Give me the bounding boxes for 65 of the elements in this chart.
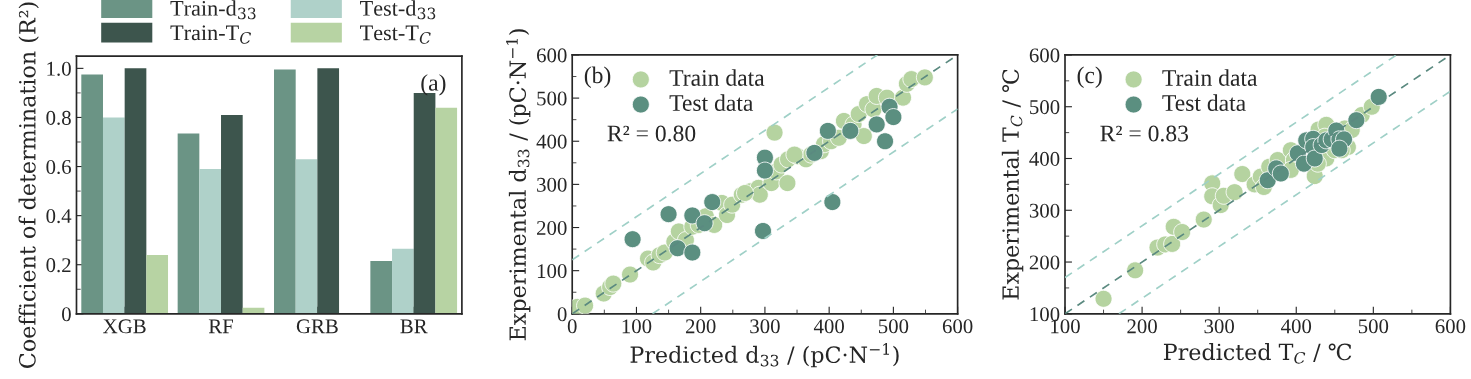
x-tick-label: 300	[1204, 319, 1234, 334]
bar	[295, 159, 318, 314]
bar	[317, 68, 340, 314]
y-tick-label: 600	[537, 48, 567, 63]
y-tick-label: 0.2	[46, 258, 71, 273]
y-tick-label: 300	[537, 177, 567, 192]
y-tick-label: 0.4	[46, 209, 72, 224]
legend-label: Train data	[1162, 69, 1258, 86]
y-tick-label: 500	[1030, 100, 1060, 115]
y-tick-label: 200	[1029, 255, 1060, 270]
y-tick-label: 1.0	[47, 61, 71, 76]
x-tick-label: 200	[1127, 319, 1157, 334]
bar	[102, 117, 125, 314]
y-tick-label: 0	[557, 307, 567, 322]
y-axis-title: Coefficient of determination (R²)	[18, 2, 39, 368]
legend-label: Train data	[669, 69, 765, 86]
y-tick-label: 300	[1029, 203, 1060, 218]
x-tick-label: 200	[685, 319, 716, 334]
x-tick-label: 500	[878, 319, 909, 334]
y-tick-label: 100	[537, 264, 567, 279]
y-tick-label: 600	[1029, 48, 1060, 63]
annotation: (a)	[421, 74, 446, 96]
y-tick-label: 500	[537, 91, 567, 106]
y-tick-label: 0	[62, 307, 71, 322]
x-tick-label: 400	[813, 319, 844, 334]
x-tick-label: 400	[1281, 319, 1312, 334]
x-axis-title: Predicted T$_{C}$ / ℃	[1163, 343, 1352, 364]
bar	[81, 74, 103, 314]
bar	[274, 69, 296, 314]
legend-label: Test data	[669, 94, 754, 111]
bar	[370, 261, 393, 314]
y-tick-label: 0.6	[46, 159, 72, 175]
x-tick-label: RF	[208, 319, 234, 334]
bar	[146, 254, 169, 314]
y-tick-label: 400	[536, 134, 567, 149]
bar	[392, 248, 414, 314]
bar	[199, 169, 222, 314]
x-tick-label: 300	[750, 319, 780, 334]
y-tick-label: 0.8	[46, 110, 71, 125]
y-axis-title: Experimental T$_{C}$ / ℃	[1001, 69, 1024, 300]
legend-label: Test data	[1162, 94, 1246, 111]
bar	[435, 107, 458, 314]
annotation: (b)	[584, 66, 611, 89]
annotation: (c)	[1077, 66, 1102, 89]
x-tick-label: 600	[1435, 319, 1466, 334]
legend-label: Test-T$_{C}$	[360, 25, 431, 44]
legend-label: Train-d$_{33}$	[170, 0, 256, 20]
legend-label: Train-T$_{C}$	[170, 25, 251, 44]
x-tick-label: 600	[942, 319, 973, 334]
x-tick-label: 0	[567, 319, 577, 334]
legend-label: Test-d$_{33}$	[360, 0, 436, 20]
y-tick-label: 400	[1029, 151, 1060, 166]
x-tick-label: 100	[622, 319, 652, 334]
bar	[221, 115, 243, 314]
bar	[124, 68, 147, 314]
x-tick-label: XGB	[103, 319, 146, 334]
x-tick-label: GRB	[296, 319, 338, 334]
x-tick-label: BR	[400, 319, 428, 334]
annotation: R² = 0.83	[1100, 125, 1189, 142]
y-tick-label: 200	[537, 220, 567, 235]
annotation: R² = 0.80	[607, 125, 696, 142]
x-axis-title: Predicted d$_{33}$ / (pC·N$^{−1}$)	[630, 343, 899, 368]
x-tick-label: 500	[1358, 319, 1389, 334]
bar	[177, 133, 200, 314]
y-axis-title: Experimental d$_{33}$ / (pC·N$^{−1}$)	[506, 29, 531, 341]
